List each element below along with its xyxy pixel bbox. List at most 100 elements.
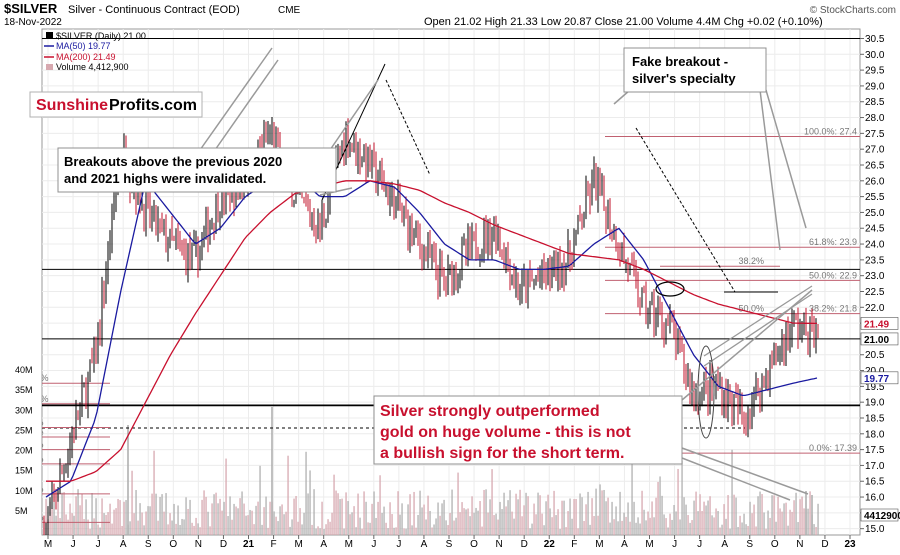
volume-bar bbox=[333, 474, 335, 535]
volume-axis-label-7: 5M bbox=[15, 506, 28, 516]
volume-bar bbox=[79, 505, 81, 535]
volume-bar bbox=[429, 510, 431, 535]
volume-bar bbox=[771, 495, 773, 535]
volume-bar bbox=[167, 524, 169, 535]
volume-bar bbox=[207, 511, 209, 535]
volume-bar bbox=[615, 506, 617, 535]
volume-bar bbox=[497, 519, 499, 535]
y-tick-label-10: 25.5 bbox=[865, 192, 885, 203]
volume-bar bbox=[119, 500, 121, 535]
volume-bar bbox=[241, 491, 243, 535]
volume-bar bbox=[689, 522, 691, 535]
volume-bar bbox=[729, 528, 731, 535]
volume-bar bbox=[295, 495, 297, 535]
x-tick-label-7: D bbox=[220, 539, 227, 550]
annotation-breakouts-line2: and 2021 highs were invalidated. bbox=[64, 171, 266, 186]
volume-bar bbox=[651, 501, 653, 535]
volume-bar bbox=[471, 496, 473, 535]
volume-bar bbox=[587, 491, 589, 535]
volume-spike-2 bbox=[805, 491, 807, 535]
volume-bar bbox=[269, 501, 271, 535]
volume-bar bbox=[465, 509, 467, 535]
volume-bar bbox=[603, 489, 605, 535]
logo-text-profits: Profits.com bbox=[109, 97, 197, 114]
moving-averages bbox=[45, 173, 818, 498]
volume-bar bbox=[659, 476, 661, 535]
volume-bar bbox=[737, 526, 739, 535]
x-tick-label-18: N bbox=[496, 539, 503, 550]
y-tick-label-8: 26.5 bbox=[865, 160, 885, 171]
callout-line-volume-3 bbox=[681, 289, 813, 401]
volume-bar bbox=[263, 507, 265, 535]
volume-bar bbox=[493, 515, 495, 535]
volume-bar bbox=[355, 527, 357, 535]
volume-bar bbox=[585, 504, 587, 535]
volume-bar bbox=[813, 524, 815, 535]
volume-bar bbox=[391, 514, 393, 535]
volume-bar bbox=[301, 524, 303, 535]
volume-bar bbox=[561, 500, 563, 535]
volume-bar bbox=[657, 481, 659, 535]
volume-bar bbox=[407, 504, 409, 535]
x-tick-label-19: D bbox=[521, 539, 528, 550]
fib-2020-label-2: 38.2% bbox=[18, 417, 44, 427]
volume-bar bbox=[415, 527, 417, 535]
volume-bar bbox=[513, 518, 515, 535]
highlight-ellipse-low bbox=[697, 345, 715, 439]
y-tick-label-17: 22.0 bbox=[865, 303, 885, 314]
volume-bar bbox=[423, 504, 425, 535]
volume-bar bbox=[669, 513, 671, 535]
volume-axis-label-5: 15M bbox=[15, 466, 33, 476]
volume-bar bbox=[555, 515, 557, 535]
volume-bar bbox=[105, 514, 107, 535]
volume-bar bbox=[361, 528, 363, 535]
annotation-box-volume bbox=[373, 395, 683, 465]
x-tick-label-2: J bbox=[96, 539, 101, 550]
annotation-fake-line1: Fake breakout - bbox=[632, 54, 728, 69]
volume-bar bbox=[735, 497, 737, 535]
volume-bar bbox=[359, 517, 361, 535]
volume-bar bbox=[237, 508, 239, 535]
volume-axis-label-2: 30M bbox=[15, 405, 33, 415]
annotation-fake-breakout: Fake breakout - silver's specialty bbox=[613, 47, 807, 251]
x-tick-label-22: M bbox=[595, 539, 603, 550]
volume-bar bbox=[451, 489, 453, 535]
volume-bar bbox=[773, 495, 775, 535]
volume-bar bbox=[797, 522, 799, 535]
volume-bar bbox=[567, 511, 569, 535]
volume-bar bbox=[299, 508, 301, 535]
volume-bar bbox=[283, 514, 285, 535]
volume-bar bbox=[311, 524, 313, 535]
annotation-volume-line3: a bullish sign for the short term. bbox=[380, 445, 624, 462]
x-tick-label-31: D bbox=[821, 539, 828, 550]
volume-bar bbox=[815, 526, 817, 535]
volume-bar bbox=[519, 489, 521, 535]
volume-bar bbox=[717, 511, 719, 535]
volume-bar bbox=[691, 520, 693, 535]
y-tick-label-5: 28.0 bbox=[865, 113, 885, 124]
volume-bar bbox=[435, 518, 437, 535]
volume-bar bbox=[753, 504, 755, 535]
volume-bar bbox=[637, 517, 639, 535]
volume-spike-0 bbox=[127, 425, 129, 535]
volume-bar bbox=[693, 500, 695, 535]
volume-bar bbox=[139, 503, 141, 535]
annotation-box-fake bbox=[623, 47, 767, 93]
volume-bar bbox=[201, 499, 203, 535]
legend-price: $SILVER (Daily) 21.00 bbox=[56, 31, 146, 41]
x-tick-label-16: S bbox=[446, 539, 453, 550]
volume-bar bbox=[417, 514, 419, 535]
volume-bar bbox=[723, 504, 725, 535]
volume-bar bbox=[761, 494, 763, 535]
volume-bar bbox=[503, 492, 505, 535]
tag-ma200-text: 21.49 bbox=[864, 319, 889, 330]
volume-layer bbox=[43, 407, 819, 535]
volume-bar bbox=[159, 496, 161, 535]
volume-bar bbox=[499, 501, 501, 535]
volume-bar bbox=[369, 522, 371, 535]
volume-bar bbox=[611, 501, 613, 535]
volume-bar bbox=[63, 492, 65, 535]
volume-bar bbox=[321, 501, 323, 535]
x-tick-label-28: S bbox=[746, 539, 753, 550]
